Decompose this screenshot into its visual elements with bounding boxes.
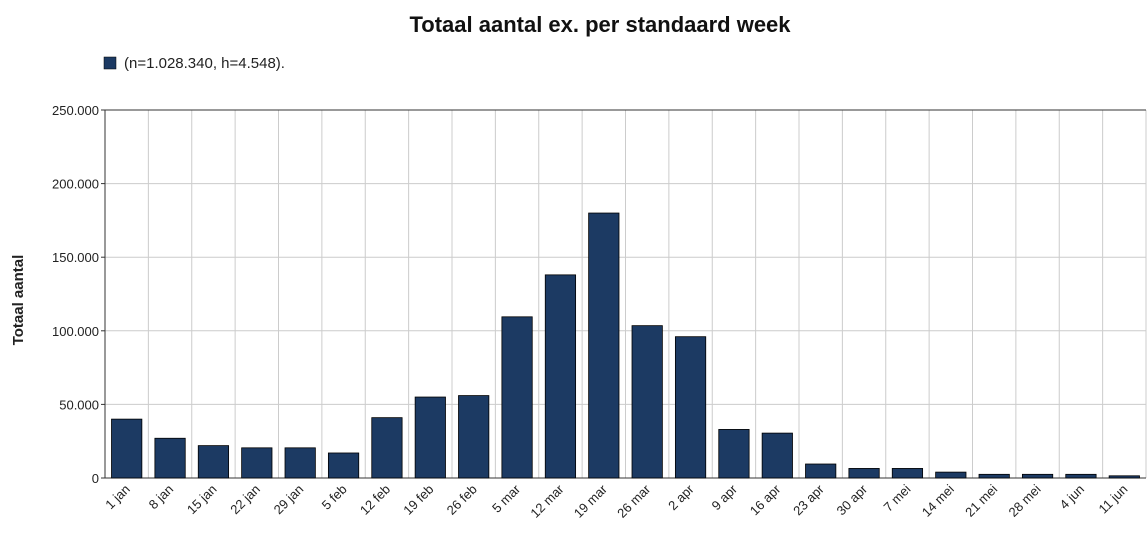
bar — [544, 274, 577, 479]
y-tick-label: 0 — [92, 471, 99, 486]
x-tick-label: 16 apr — [747, 481, 784, 518]
x-tick-label: 29 jan — [271, 482, 307, 518]
x-tick-label: 21 mei — [962, 481, 1000, 519]
y-tick-label: 150.000 — [52, 250, 99, 265]
x-tick-label: 22 jan — [227, 482, 263, 518]
x-tick-label: 7 mei — [880, 481, 913, 514]
bar — [935, 471, 967, 479]
bar — [371, 417, 403, 479]
bar — [631, 325, 663, 479]
x-tick-label: 4 jun — [1057, 482, 1088, 513]
bar — [111, 418, 143, 479]
bar — [588, 212, 620, 479]
y-axis-label: Totaal aantal — [10, 255, 27, 346]
x-tick-label: 5 mar — [489, 481, 524, 516]
x-tick-label: 5 feb — [319, 482, 350, 513]
x-tick-label: 26 mar — [614, 481, 654, 521]
y-tick-label: 100.000 — [52, 324, 99, 339]
bar — [1065, 473, 1097, 479]
bar — [718, 429, 750, 479]
bar — [414, 396, 446, 479]
bar — [197, 445, 230, 479]
x-tick-label: 8 jan — [146, 482, 177, 513]
y-tick-label: 250.000 — [52, 103, 99, 118]
x-tick-label: 9 apr — [708, 481, 740, 513]
x-tick-label: 19 feb — [400, 482, 436, 518]
x-tick-label: 30 apr — [834, 481, 871, 518]
x-tick-label: 1 jan — [102, 482, 133, 513]
x-tick-label: 26 feb — [444, 482, 480, 518]
x-tick-label: 28 mei — [1005, 481, 1043, 519]
bar — [284, 447, 316, 479]
bar — [978, 473, 1010, 479]
x-tick-label: 14 mei — [919, 481, 957, 519]
x-tick-label: 2 apr — [665, 481, 697, 513]
bar — [154, 437, 186, 479]
chart-title: Totaal aantal ex. per standaard week — [409, 12, 791, 37]
legend-label: (n=1.028.340, h=4.548). — [124, 55, 285, 72]
y-tick-label: 200.000 — [52, 177, 99, 192]
bar — [761, 432, 793, 479]
x-tick-label: 15 jan — [184, 482, 220, 518]
x-tick-label: 12 mar — [527, 481, 567, 521]
bar — [891, 468, 924, 479]
x-tick-label: 23 apr — [790, 481, 827, 518]
bar — [674, 336, 707, 479]
bar — [1021, 473, 1054, 479]
x-tick-label: 12 feb — [357, 482, 393, 518]
y-tick-label: 50.000 — [59, 397, 99, 412]
bar — [241, 447, 273, 479]
bar — [1108, 475, 1140, 479]
bar — [327, 452, 360, 479]
bar — [805, 463, 837, 479]
bar — [458, 395, 490, 479]
x-tick-label: 11 jun — [1095, 482, 1130, 517]
bar — [848, 468, 880, 479]
bar — [501, 316, 533, 479]
legend-swatch — [103, 56, 117, 70]
x-tick-label: 19 mar — [571, 481, 611, 521]
